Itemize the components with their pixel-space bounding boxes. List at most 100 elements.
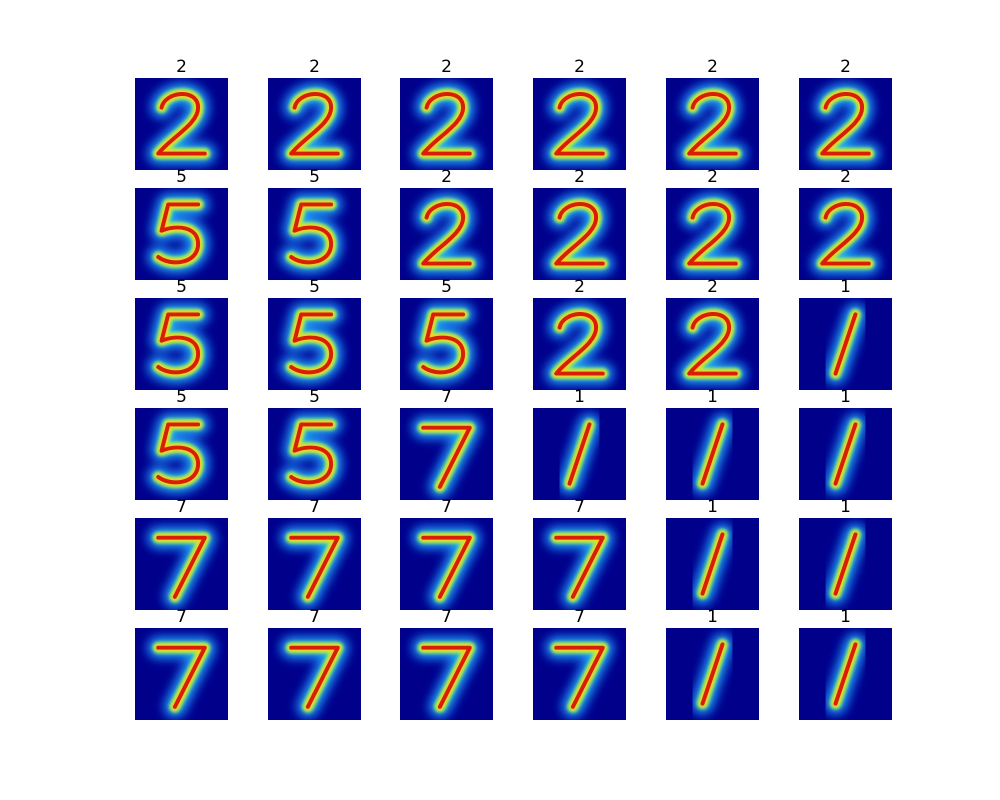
heatmap-stroke-layer-5 [421,535,472,599]
digit-heatmap-7 [400,628,493,720]
heatmap-stroke-layer-5 [554,202,605,266]
cell-label: 1 [707,607,718,627]
digit-heatmap-7 [268,518,361,610]
cell-label: 5 [176,387,187,407]
digit-heatmap-7 [135,628,228,720]
cell-label: 7 [309,607,320,627]
cell-label: 2 [840,167,851,187]
heatmap-stroke-layer-5 [687,312,738,376]
cell-label: 1 [840,497,851,517]
heatmap-stroke-layer-5 [833,642,858,706]
cell-label: 1 [707,497,718,517]
cell-label: 2 [176,57,187,77]
grid-cell: 5 [268,388,361,500]
heatmap-stroke-layer-5 [833,532,858,596]
heatmap-stroke-layer-5 [421,202,472,266]
cell-label: 5 [176,277,187,297]
heatmap-stroke-layer-5 [700,422,725,486]
cell-label: 7 [441,607,452,627]
grid-cell: 5 [135,168,228,280]
digit-heatmap-2 [400,188,493,280]
heatmap-stroke-layer-5 [554,312,605,376]
heatmap-stroke-layer-5 [833,312,858,376]
grid-cell: 1 [799,278,892,390]
cell-label: 5 [309,167,320,187]
heatmap-stroke-layer-5 [554,535,605,599]
cell-label: 7 [176,497,187,517]
cell-label: 2 [707,277,718,297]
digit-heatmap-7 [400,408,493,500]
grid-cell: 2 [135,57,228,170]
heatmap-stroke-layer-5 [289,422,334,485]
heatmap-stroke-layer-5 [820,202,871,266]
digit-heatmap-2 [135,78,228,170]
heatmap-stroke-layer-5 [820,92,871,156]
heatmap-stroke-layer-5 [421,425,472,489]
digit-heatmap-2 [666,78,759,170]
digit-heatmap-5 [400,298,493,390]
grid-cell: 2 [666,57,759,170]
digit-heatmap-2 [533,78,626,170]
cell-label: 2 [574,57,585,77]
heatmap-stroke-layer-5 [567,422,592,486]
grid-cell: 7 [135,608,228,720]
digit-heatmap-2 [533,188,626,280]
digit-heatmap-2 [799,188,892,280]
grid-cell: 5 [400,278,493,390]
grid-cell: 2 [666,167,759,280]
digit-heatmap-2 [666,298,759,390]
cell-label: 2 [840,57,851,77]
grid-cell: 7 [268,497,361,610]
digit-heatmap-7 [135,518,228,610]
grid-cell: 2 [799,57,892,170]
digit-heatmap-7 [533,628,626,720]
cell-label: 1 [707,387,718,407]
cell-label: 7 [441,497,452,517]
grid-cell: 7 [533,497,626,610]
heatmap-stroke-layer-5 [156,92,207,156]
grid-cell: 1 [799,387,892,500]
digit-heatmap-2 [400,78,493,170]
digit-heatmap-1 [799,298,892,390]
cell-label: 7 [309,497,320,517]
heatmap-stroke-layer-5 [700,532,725,596]
cell-label: 7 [441,387,452,407]
heatmap-stroke-layer-5 [156,645,207,709]
digit-heatmap-5 [268,298,361,390]
grid-cell: 7 [400,387,493,500]
grid-cell: 5 [135,277,228,390]
heatmap-stroke-layer-5 [700,642,725,706]
grid-cell: 5 [268,278,361,390]
grid-cell: 1 [799,608,892,720]
heatmap-stroke-layer-5 [687,92,738,156]
digit-heatmap-7 [400,518,493,610]
grid-cell: 5 [135,387,228,500]
grid-cell: 7 [135,497,228,610]
cell-label: 2 [707,57,718,77]
heatmap-stroke-layer-5 [289,535,340,599]
digit-heatmap-5 [268,408,361,500]
heatmap-stroke-layer-5 [833,422,858,486]
digit-heatmap-2 [799,78,892,170]
digit-heatmap-2 [268,78,361,170]
grid-cell: 2 [400,168,493,280]
cell-label: 7 [574,607,585,627]
heatmap-stroke-layer-5 [687,202,738,266]
cell-label: 2 [707,167,718,187]
grid-cell: 1 [799,497,892,610]
heatmap-stroke-layer-5 [156,535,207,599]
digit-heatmap-5 [135,408,228,500]
cell-label: 2 [574,167,585,187]
cell-label: 2 [574,277,585,297]
grid-cell: 5 [268,167,361,280]
grid-cell: 7 [400,607,493,720]
cell-label: 2 [309,57,320,77]
heatmap-stroke-layer-5 [156,422,201,485]
digit-heatmap-1 [666,628,759,720]
grid-cell: 1 [533,388,626,500]
cell-label: 7 [574,497,585,517]
heatmap-stroke-layer-5 [289,312,334,375]
cell-label: 1 [840,387,851,407]
digit-heatmap-1 [666,408,759,500]
